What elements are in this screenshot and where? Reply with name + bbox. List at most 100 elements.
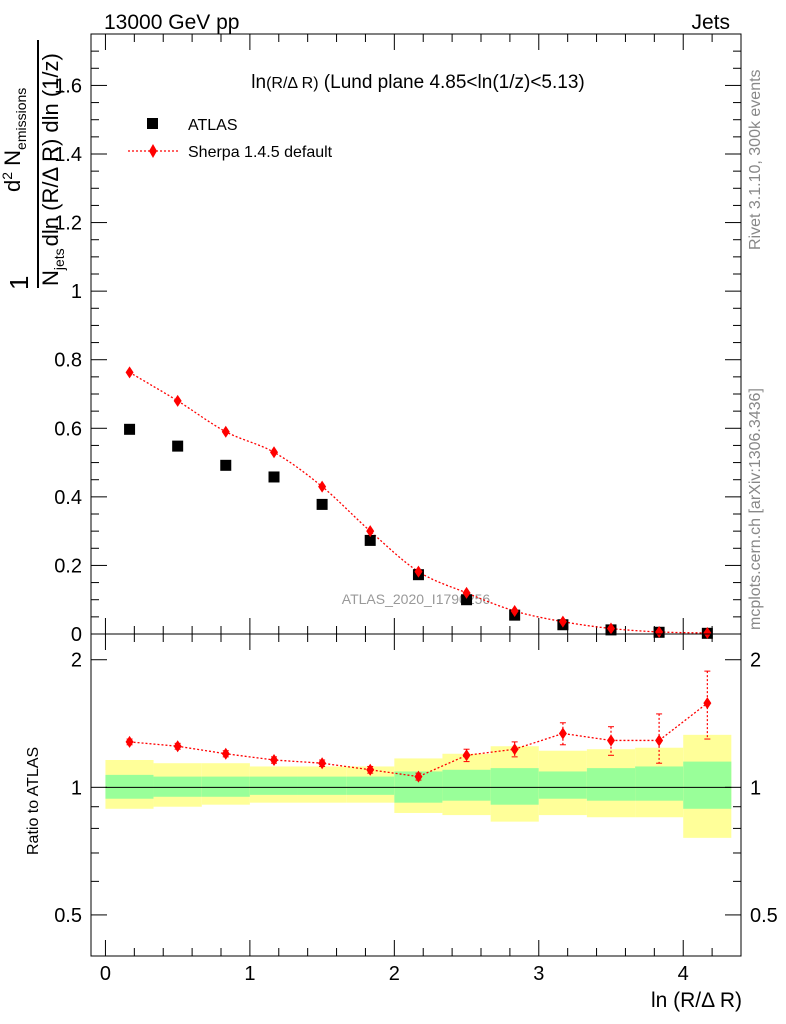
svg-text:d2 Nemissions: d2 Nemissions	[0, 88, 29, 192]
ylabel-jets: jets	[51, 248, 67, 271]
atlas-point	[220, 459, 232, 471]
sherpa-point	[462, 586, 471, 599]
sherpa-point	[173, 394, 182, 407]
process-label: Jets	[691, 11, 730, 34]
ratio-panel: 0.5 0.5 1 1 2 2 0 1 2 3 4	[54, 633, 778, 985]
ratio-ytick-label: 0.5	[54, 905, 82, 927]
legend-atlas-marker	[147, 118, 158, 129]
ratio-point	[655, 734, 664, 747]
sherpa-point	[270, 446, 279, 459]
title-ln: ln	[251, 72, 266, 93]
uncertainty-band-inner	[105, 774, 154, 799]
uncertainty-band-inner	[490, 768, 539, 805]
atlas-point	[461, 594, 473, 606]
ratio-point	[462, 749, 471, 762]
uncertainty-band-inner	[249, 776, 298, 795]
ratio-bands	[105, 734, 732, 838]
uncertainty-band-inner	[586, 768, 636, 801]
main-ytick-label: 0.6	[54, 418, 82, 440]
ylabel-one: 1	[4, 276, 34, 290]
svg-text:Njetsdln (R/Δ R) dln (1/z): Njets dln (R/Δ R) dln (1/z)	[38, 53, 67, 286]
ratio-ytick-label-right: 0.5	[750, 905, 778, 927]
main-ytick-label: 1	[71, 281, 82, 303]
ratio-point	[270, 754, 279, 767]
uncertainty-band-inner	[635, 766, 684, 801]
uncertainty-band-inner	[538, 771, 587, 799]
ylabel-d: d	[0, 180, 25, 192]
uncertainty-band-inner	[153, 776, 202, 797]
uncertainty-band-inner	[201, 776, 250, 797]
sherpa-point	[414, 565, 423, 578]
sherpa-point	[125, 366, 134, 379]
ratio-ytick-label: 1	[71, 777, 82, 799]
xtick-label: 0	[100, 963, 111, 985]
sherpa-point	[703, 626, 712, 639]
energy-label: 13000 GeV pp	[104, 11, 239, 34]
ylabel-denominator: dln (R/Δ R) dln (1/z)	[38, 53, 63, 246]
mcplots-label: mcplots.cern.ch [arXiv:1306.3436]	[747, 388, 764, 630]
ratio-point	[703, 697, 712, 710]
sherpa-point	[655, 625, 664, 638]
main-panel: 0 0.2 0.4 0.6 0.8 1 1.2 1.4 1.6 ln(R/Δ R) (Lund …	[54, 33, 742, 646]
ylabel-square: 2	[0, 172, 15, 180]
ratio-frame	[90, 633, 742, 957]
ratio-point	[173, 740, 182, 753]
sherpa-point	[607, 622, 615, 635]
atlas-point	[172, 440, 184, 452]
uncertainty-band-inner	[442, 769, 491, 801]
ratio-point	[510, 743, 519, 756]
ratio-point	[414, 770, 423, 783]
title-small: (R/Δ R)	[266, 75, 318, 92]
xtick-label: 2	[389, 963, 400, 985]
rivet-label: Rivet 3.1.10, 300k events	[747, 69, 764, 250]
main-ytick-label: 0.8	[54, 350, 82, 372]
ratio-point	[366, 763, 375, 776]
plot-title: ln(R/Δ R) (Lund plane 4.85<ln(1/z)<5.13)	[251, 72, 584, 93]
x-axis-label: ln (R/Δ R)	[651, 989, 742, 1012]
main-data	[124, 366, 713, 639]
xtick-label: 3	[533, 963, 544, 985]
sherpa-point	[510, 605, 519, 618]
main-ytick-label: 1.6	[54, 75, 82, 97]
legend: ATLAS Sherpa 1.4.5 default	[128, 117, 333, 161]
sherpa-point	[221, 425, 230, 438]
ylabel-N2: N	[0, 150, 25, 172]
analysis-watermark: ATLAS_2020_I1790256	[342, 591, 491, 607]
ratio-point	[125, 735, 134, 748]
ratio-data	[125, 670, 712, 783]
xtick-label: 1	[244, 963, 255, 985]
sherpa-point	[366, 525, 375, 538]
ratio-ticks: 0.5 0.5 1 1 2 2 0 1 2 3 4	[54, 634, 778, 985]
ylabel-N: N	[38, 270, 63, 286]
uncertainty-band-inner	[297, 776, 347, 795]
main-ytick-label: 0	[71, 624, 82, 646]
sherpa-point	[558, 615, 567, 628]
ratio-point	[558, 727, 567, 740]
uncertainty-band-inner	[346, 776, 395, 795]
legend-sherpa-marker	[149, 144, 157, 158]
atlas-point	[124, 423, 136, 435]
main-ylabel: 1 Njets dln (R/Δ R) dln (1/z) d2 Nemissio…	[0, 40, 67, 290]
main-ytick-label: 0.2	[54, 555, 82, 577]
main-ytick-label: 0.4	[54, 487, 82, 509]
ratio-ytick-label: 2	[71, 650, 82, 672]
sherpa-point	[318, 480, 327, 493]
xtick-label: 4	[678, 963, 689, 985]
main-ytick-label: 1.2	[54, 213, 82, 235]
atlas-point	[316, 498, 328, 510]
title-rest: (Lund plane 4.85<ln(1/z)<5.13)	[319, 72, 585, 93]
uncertainty-band-inner	[683, 761, 732, 809]
main-ytick-label: 1.4	[54, 144, 82, 166]
ratio-ytick-label-right: 1	[750, 777, 761, 799]
ratio-point	[607, 734, 615, 747]
legend-atlas-label: ATLAS	[188, 117, 238, 134]
main-ytick-labels: 0 0.2 0.4 0.6 0.8 1 1.2 1.4 1.6	[54, 75, 82, 646]
legend-sherpa-label: Sherpa 1.4.5 default	[188, 144, 333, 161]
atlas-point	[364, 534, 376, 546]
ratio-ylabel: Ratio to ATLAS	[25, 747, 42, 855]
ratio-point	[221, 747, 230, 760]
ylabel-emissions: emissions	[13, 88, 29, 150]
ratio-ytick-label-right: 2	[750, 650, 761, 672]
atlas-point	[268, 471, 280, 483]
